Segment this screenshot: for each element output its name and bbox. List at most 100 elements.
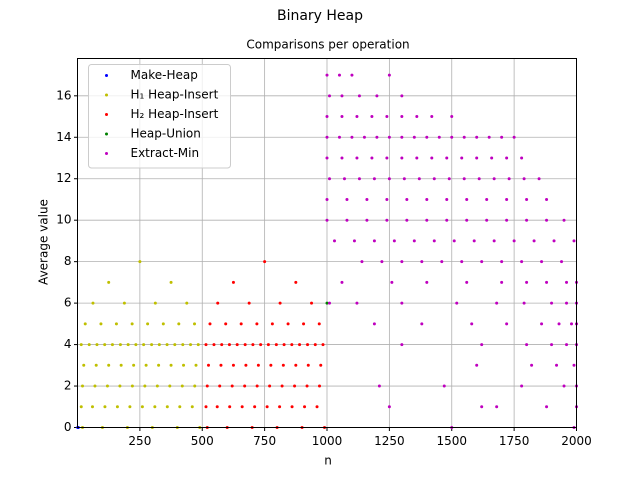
- point: [122, 301, 126, 305]
- point: [231, 280, 235, 284]
- point: [247, 301, 251, 305]
- point: [460, 260, 464, 264]
- legend-marker: [105, 74, 108, 77]
- legend: Make-Heap H₁ Heap-Insert H₂ Heap-Insert Hea…: [88, 64, 231, 169]
- point: [280, 384, 284, 388]
- point: [173, 343, 177, 347]
- point: [230, 384, 234, 388]
- point: [134, 343, 138, 347]
- point: [87, 343, 91, 347]
- point: [555, 363, 559, 367]
- point: [405, 197, 409, 201]
- point: [420, 322, 424, 326]
- point: [91, 301, 95, 305]
- point: [132, 363, 136, 367]
- point: [537, 177, 541, 181]
- point: [385, 218, 389, 222]
- x-tick-label: 1750: [499, 434, 530, 448]
- legend-marker: [105, 152, 108, 155]
- point: [235, 343, 239, 347]
- point: [79, 405, 83, 409]
- y-tick-label: 8: [64, 254, 72, 268]
- point: [282, 343, 286, 347]
- point: [377, 384, 381, 388]
- point: [231, 363, 235, 367]
- point: [318, 384, 322, 388]
- point: [325, 301, 329, 305]
- point: [557, 322, 561, 326]
- point: [465, 197, 469, 201]
- chart-subtitle: Comparisons per operation: [246, 38, 409, 52]
- point: [340, 115, 344, 119]
- point: [298, 343, 302, 347]
- point: [465, 280, 469, 284]
- point: [140, 405, 144, 409]
- legend-label: Extract-Min: [131, 146, 200, 160]
- point: [302, 322, 306, 326]
- point: [190, 405, 194, 409]
- point: [545, 197, 549, 201]
- point: [103, 405, 107, 409]
- point: [565, 301, 569, 305]
- point: [562, 218, 566, 222]
- point: [495, 301, 499, 305]
- point: [500, 280, 504, 284]
- point: [350, 135, 354, 139]
- point: [412, 135, 416, 139]
- y-tick-label: 12: [56, 171, 71, 185]
- point: [337, 135, 341, 139]
- y-tick-label: 4: [64, 337, 72, 351]
- point: [550, 343, 554, 347]
- point: [165, 405, 169, 409]
- point: [352, 239, 356, 243]
- point: [143, 384, 147, 388]
- point: [181, 343, 185, 347]
- point: [155, 384, 159, 388]
- point: [500, 260, 504, 264]
- point: [452, 239, 456, 243]
- point: [313, 343, 317, 347]
- point: [560, 260, 564, 264]
- point: [244, 363, 248, 367]
- point: [255, 384, 259, 388]
- point: [150, 343, 154, 347]
- point: [530, 363, 534, 367]
- point: [189, 343, 193, 347]
- point: [342, 177, 346, 181]
- point: [220, 343, 224, 347]
- point: [462, 177, 466, 181]
- point: [525, 197, 529, 201]
- point: [392, 239, 396, 243]
- point: [455, 301, 459, 305]
- point: [293, 384, 297, 388]
- point: [417, 177, 421, 181]
- point: [507, 177, 511, 181]
- point: [477, 177, 481, 181]
- point: [194, 363, 198, 367]
- point: [545, 280, 549, 284]
- point: [82, 363, 86, 367]
- point: [325, 73, 329, 77]
- point: [218, 384, 222, 388]
- point: [114, 322, 118, 326]
- point: [327, 94, 331, 98]
- point: [490, 156, 494, 160]
- legend-label: H₂ Heap-Insert: [131, 107, 219, 121]
- point: [345, 218, 349, 222]
- point: [103, 343, 107, 347]
- point: [520, 156, 524, 160]
- point: [465, 218, 469, 222]
- point: [325, 156, 329, 160]
- x-tick-label: 500: [191, 434, 214, 448]
- point: [110, 343, 114, 347]
- point: [327, 301, 331, 305]
- chart-title: Binary Heap: [277, 8, 363, 24]
- point: [126, 343, 130, 347]
- point: [256, 363, 260, 367]
- point: [450, 135, 454, 139]
- point: [375, 94, 379, 98]
- point: [562, 384, 566, 388]
- x-tick-label: 1000: [312, 434, 343, 448]
- point: [290, 405, 294, 409]
- point: [263, 260, 267, 264]
